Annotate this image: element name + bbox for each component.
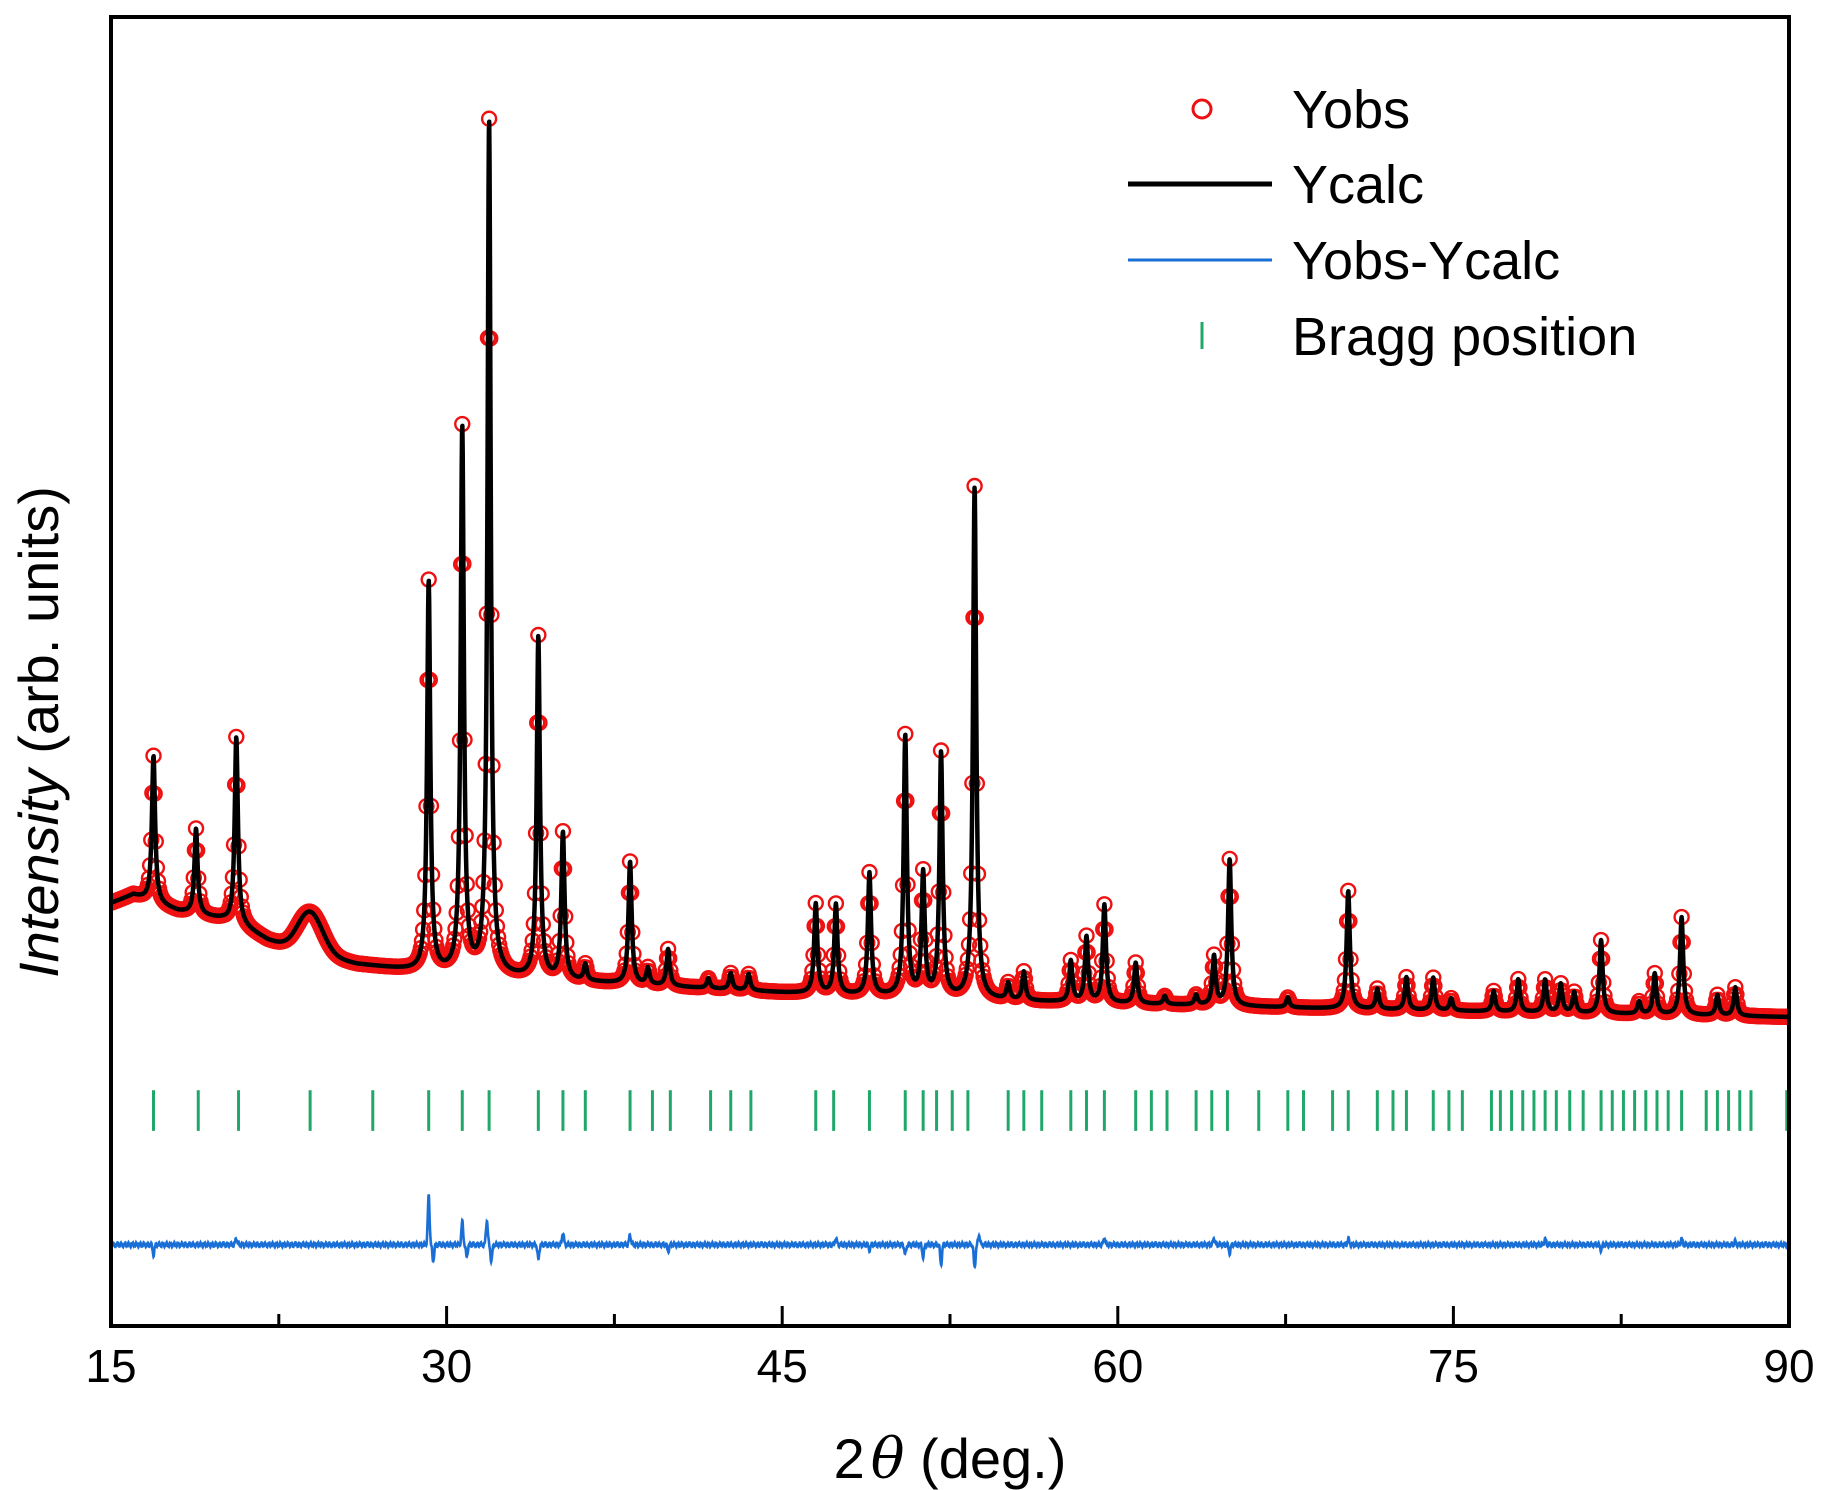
x-axis-tick-labels: 15 30 45 60 75 90 [85,1340,1814,1392]
legend-item-bragg: Bragg position [1200,307,1637,367]
legend-item-ycalc: Ycalc [1128,155,1424,215]
legend: Yobs Ycalc Yobs-Ycalc Bragg position [1128,80,1637,367]
x-tick-label: 30 [421,1340,472,1392]
x-tick-label: 60 [1092,1340,1143,1392]
legend-ycalc-label: Ycalc [1292,155,1424,215]
legend-item-yobs: Yobs [1191,80,1410,140]
legend-bragg-label: Bragg position [1292,307,1637,367]
x-axis-title-symbol: θ [871,1427,905,1490]
x-tick-label: 90 [1763,1340,1814,1392]
y-axis-title: Intensity (arb. units) [7,486,70,978]
x-tick-label: 75 [1428,1340,1479,1392]
y-axis-title-italic: Intensity [7,766,70,978]
difference-line [111,1194,1789,1270]
x-tick-label: 15 [85,1340,136,1392]
legend-item-difference: Yobs-Ycalc [1128,231,1560,291]
legend-yobs-label: Yobs [1292,80,1410,140]
bragg-series [152,1090,1789,1131]
y-axis-title-suffix: (arb. units) [7,486,70,769]
x-axis-title-suffix: (deg.) [905,1427,1067,1490]
legend-yobs-marker [1191,98,1213,120]
legend-difference-label: Yobs-Ycalc [1292,231,1560,291]
difference-series [111,1194,1789,1270]
x-tick-label: 45 [757,1340,808,1392]
x-axis-ticks [109,1306,1791,1326]
x-axis-title-prefix: 2 [834,1427,865,1490]
plot-frame [109,15,1791,1328]
